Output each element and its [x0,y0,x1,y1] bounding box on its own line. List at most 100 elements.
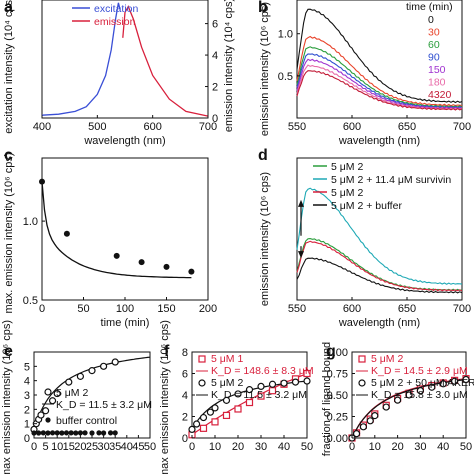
data-point [63,430,70,436]
data-point [211,404,219,412]
increase-arrow-head [298,199,304,207]
data-point [99,362,108,370]
data-point [82,430,88,436]
x-tick-label: 40 [437,441,449,453]
legend-entry: excitation [94,3,139,15]
data-point [199,413,208,422]
legend-entry: 5 μM 2 [211,377,243,389]
data-point [394,396,402,404]
data-point [111,358,119,366]
x-axis-label: wavelength (nm) [338,317,420,329]
data-point [39,178,45,185]
y-tick-label: 5 [24,361,30,373]
y-axis-label: emission intensity (10⁶ cps) [259,172,271,306]
x-tick-label: 700 [453,121,471,133]
data-point [65,378,73,386]
x-tick-label: 600 [343,121,361,133]
x-tick-label: 700 [199,121,217,133]
series-line-5 μM 2 + 11.4 μM survivin [296,187,463,285]
y-tick-label: 1 [24,419,30,431]
data-point [77,430,83,436]
plot-frame [41,157,209,301]
y-tick-label: 1.0 [278,29,293,41]
data-point [89,430,95,436]
y-axis-label: fraction of ligand bound [321,342,333,456]
y-tick-label: 2 [212,82,218,94]
legend-entry: K_D = 15.8 ± 3.0 μM [371,389,468,401]
x-tick-label: 550 [288,303,306,315]
legend-entry: 90 [428,52,440,64]
x-tick-label: 35 [109,441,121,453]
series-line-4320 [296,70,463,111]
legend-entry: 5 μM 1 [211,353,243,365]
legend-entry: 0 [428,14,434,26]
data-point [439,380,447,388]
x-tick-label: 20 [391,441,403,453]
y-tick-label: 0.00 [327,433,348,445]
y-axis-label: max emission intensity (10⁶ cps) [1,320,13,474]
data-point [199,424,208,432]
data-point [40,430,46,436]
x-tick-label: 50 [301,441,313,453]
x-tick-label: 30 [255,441,267,453]
legend-entry: 5 μM 2 + 50 μM AKER [371,377,474,389]
x-tick-label: 0 [39,303,45,315]
x-axis-label: wavelength (nm) [83,135,165,147]
y-axis-label: max emission intensity (10⁶ cps) [159,320,171,474]
data-point [257,382,265,390]
y-axis-label: max. emission intensity (10⁶ cps) [3,152,15,313]
series-line-excitation [41,2,121,116]
data-point [96,430,102,436]
data-point [73,430,79,436]
legend-title: time (min) [406,1,453,13]
data-point [36,430,42,436]
data-point [113,252,120,259]
legend-entry: K_D = 14.5 ± 2.9 μM [371,365,468,377]
x-tick-label: 10 [369,441,381,453]
fit-curve [351,378,467,439]
legend-entry: 5 μM 2 [371,353,403,365]
data-point [359,423,367,431]
y-tick-label: 0 [24,433,30,445]
panel-c: c 0 50 100 150 200 0.5 1.0 time (min) max. emissi… [3,147,217,329]
x-tick-label: 50 [144,441,156,453]
legend-entry: 60 [428,39,440,51]
plot-frame [296,0,463,119]
data-point [451,377,459,385]
x-tick-label: 400 [33,121,51,133]
panel-f: f 0 10 20 30 40 50 0 2 4 6 8 max emission intensity … [159,320,314,474]
data-point [101,430,107,436]
fit-curve [41,181,192,279]
data-point [41,407,50,415]
data-point [188,425,196,433]
legend-entry: 5 μM 2 + 11.4 μM survivin [331,174,451,186]
x-tick-label: 25 [86,441,98,453]
data-point [234,390,242,398]
data-point [222,411,231,420]
y-tick-label: 1.00 [327,347,348,359]
series-line-emission [122,5,209,117]
data-point [53,389,61,398]
series-line-60 [296,46,463,108]
data-point [68,430,74,436]
legend-entry: emission [94,16,136,28]
x-axis-label: wavelength (nm) [338,135,420,147]
x-tick-label: 45 [132,441,144,453]
data-point [211,418,219,426]
y-tick-label: 1.0 [23,216,38,228]
y-tick-label: 3 [24,390,30,402]
legend-entry: K_D = 11.5 ± 3.2 μM [211,389,307,401]
plot-frame [41,0,209,119]
data-point [268,380,277,388]
data-point [88,367,96,375]
data-point [49,430,56,436]
x-tick-label: 500 [88,121,106,133]
y-tick-label: 0.50 [327,390,348,402]
data-point [163,263,170,270]
data-point [48,397,57,405]
data-point [257,392,265,400]
legend-marker [198,379,206,387]
data-point [371,412,379,420]
